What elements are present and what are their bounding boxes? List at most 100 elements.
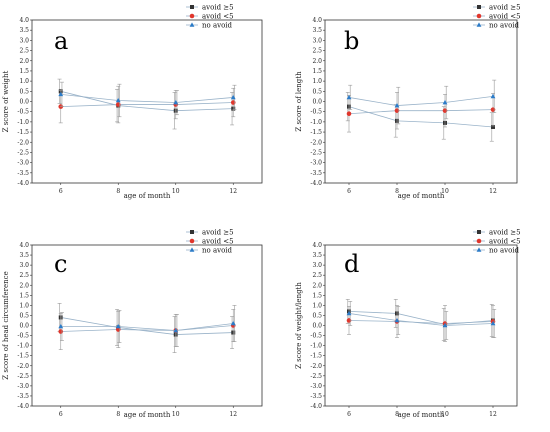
y-tick-label: 0.5 bbox=[312, 312, 322, 319]
y-tick-label: -3.5 bbox=[310, 393, 322, 400]
data-point bbox=[442, 99, 448, 105]
y-tick-label: 0.5 bbox=[19, 88, 29, 95]
y-tick-label: -0.5 bbox=[17, 109, 29, 116]
y-tick-label: 2.0 bbox=[19, 58, 29, 65]
x-tick-label: 6 bbox=[59, 188, 63, 195]
legend-label: avoid <5 bbox=[489, 238, 521, 246]
y-tick-label: 1.5 bbox=[312, 68, 322, 75]
series-line bbox=[60, 90, 234, 112]
data-point bbox=[115, 102, 121, 107]
y-tick-label: 1.0 bbox=[312, 302, 322, 309]
y-tick-label: 4.0 bbox=[19, 17, 29, 24]
legend-marker bbox=[476, 238, 482, 244]
data-point bbox=[115, 323, 121, 329]
legend-label: avoid <5 bbox=[489, 13, 521, 21]
legend-label: avoid ≥5 bbox=[489, 229, 521, 237]
y-tick-label: -2.0 bbox=[17, 139, 29, 146]
legend-label: no avoid bbox=[202, 22, 233, 30]
x-axis-label: age of month bbox=[124, 411, 171, 419]
data-point bbox=[346, 94, 352, 100]
x-axis-label: age of month bbox=[398, 192, 445, 200]
series-line bbox=[60, 317, 234, 335]
y-tick-label: 3.0 bbox=[19, 262, 29, 269]
series-no_avoid bbox=[346, 301, 497, 340]
chart-panel-b: 4.0 3.5 3.0 2.5 2.0 1.5 1.0 0.5 0.0 -0.5 -1.0 -1.5 -… bbox=[295, 4, 521, 201]
y-tick-label: 4.0 bbox=[19, 242, 29, 249]
y-tick-label: 1.0 bbox=[19, 78, 29, 85]
y-tick-label: -0.5 bbox=[310, 333, 322, 340]
y-tick-label: -3.0 bbox=[17, 383, 29, 390]
x-tick-label: 12 bbox=[229, 411, 237, 418]
y-tick-label: -2.5 bbox=[310, 373, 322, 380]
x-tick-label: 12 bbox=[489, 188, 497, 195]
legend-marker bbox=[477, 5, 481, 9]
series-no_avoid bbox=[346, 79, 497, 125]
panel-letter: b bbox=[344, 27, 359, 55]
chart-panel-d: 4.0 3.5 3.0 2.5 2.0 1.5 1.0 0.5 0.0 -0.5 -1.0 -1.5 -… bbox=[295, 229, 521, 420]
panel-letter: d bbox=[344, 250, 359, 278]
legend-marker bbox=[476, 13, 482, 19]
legend-marker bbox=[189, 238, 195, 244]
y-tick-label: -1.0 bbox=[17, 343, 29, 350]
y-tick-label: -4.0 bbox=[310, 180, 322, 187]
x-tick-label: 8 bbox=[116, 188, 120, 195]
data-point bbox=[230, 320, 236, 326]
data-point bbox=[442, 322, 448, 328]
y-tick-label: 3.0 bbox=[312, 37, 322, 44]
y-tick-label: -3.0 bbox=[17, 160, 29, 167]
y-tick-label: -4.0 bbox=[17, 403, 29, 410]
y-tick-label: 2.5 bbox=[312, 48, 322, 55]
y-tick-label: -3.0 bbox=[310, 383, 322, 390]
data-point bbox=[230, 94, 236, 100]
y-tick-label: -2.5 bbox=[310, 149, 322, 156]
y-tick-label: 3.0 bbox=[19, 37, 29, 44]
y-tick-label: -3.0 bbox=[310, 160, 322, 167]
y-tick-label: -1.5 bbox=[310, 129, 322, 136]
y-tick-label: 2.0 bbox=[312, 282, 322, 289]
series-avoid_lt5 bbox=[58, 85, 236, 124]
legend-marker bbox=[477, 230, 481, 234]
x-axis-label: age of month bbox=[398, 411, 445, 419]
y-axis-label: Z score of length bbox=[295, 71, 303, 132]
legend-marker bbox=[189, 247, 195, 252]
data-point bbox=[230, 100, 236, 105]
chart-panel-a: 4.0 3.5 3.0 2.5 2.0 1.5 1.0 0.5 0.0 -0.5 -1.0 -1.5 -… bbox=[2, 4, 263, 200]
y-tick-label: -3.5 bbox=[17, 393, 29, 400]
y-tick-label: 4.0 bbox=[312, 17, 322, 24]
legend-label: no avoid bbox=[489, 22, 520, 30]
y-tick-label: 2.5 bbox=[19, 48, 29, 55]
y-tick-label: 2.5 bbox=[19, 272, 29, 279]
legend-label: no avoid bbox=[489, 247, 520, 255]
x-tick-label: 12 bbox=[489, 411, 497, 418]
y-tick-label: 0.0 bbox=[19, 99, 29, 106]
data-point bbox=[490, 320, 496, 326]
y-tick-label: -4.0 bbox=[310, 403, 322, 410]
x-tick-label: 12 bbox=[229, 188, 237, 195]
x-axis-label: age of month bbox=[124, 192, 171, 200]
y-tick-label: 0.0 bbox=[312, 323, 322, 330]
series-avoid_lt5 bbox=[58, 309, 236, 350]
y-tick-label: -2.0 bbox=[310, 139, 322, 146]
series-line bbox=[348, 106, 494, 128]
y-tick-label: -2.5 bbox=[17, 373, 29, 380]
series-line bbox=[348, 96, 494, 106]
legend-marker bbox=[476, 22, 482, 27]
series-avoid_ge5 bbox=[345, 299, 495, 341]
y-tick-label: -0.5 bbox=[310, 109, 322, 116]
x-tick-label: 6 bbox=[347, 188, 351, 195]
y-tick-label: 2.0 bbox=[19, 282, 29, 289]
series-avoid_lt5 bbox=[346, 305, 496, 342]
y-tick-label: 1.0 bbox=[312, 78, 322, 85]
series-line bbox=[348, 109, 494, 115]
y-tick-label: 3.5 bbox=[312, 27, 322, 34]
data-point bbox=[58, 91, 64, 97]
legend-marker bbox=[190, 5, 194, 9]
series-no_avoid bbox=[58, 81, 237, 118]
y-tick-label: 1.0 bbox=[19, 302, 29, 309]
y-tick-label: -1.5 bbox=[310, 353, 322, 360]
y-tick-label: 3.0 bbox=[312, 262, 322, 269]
